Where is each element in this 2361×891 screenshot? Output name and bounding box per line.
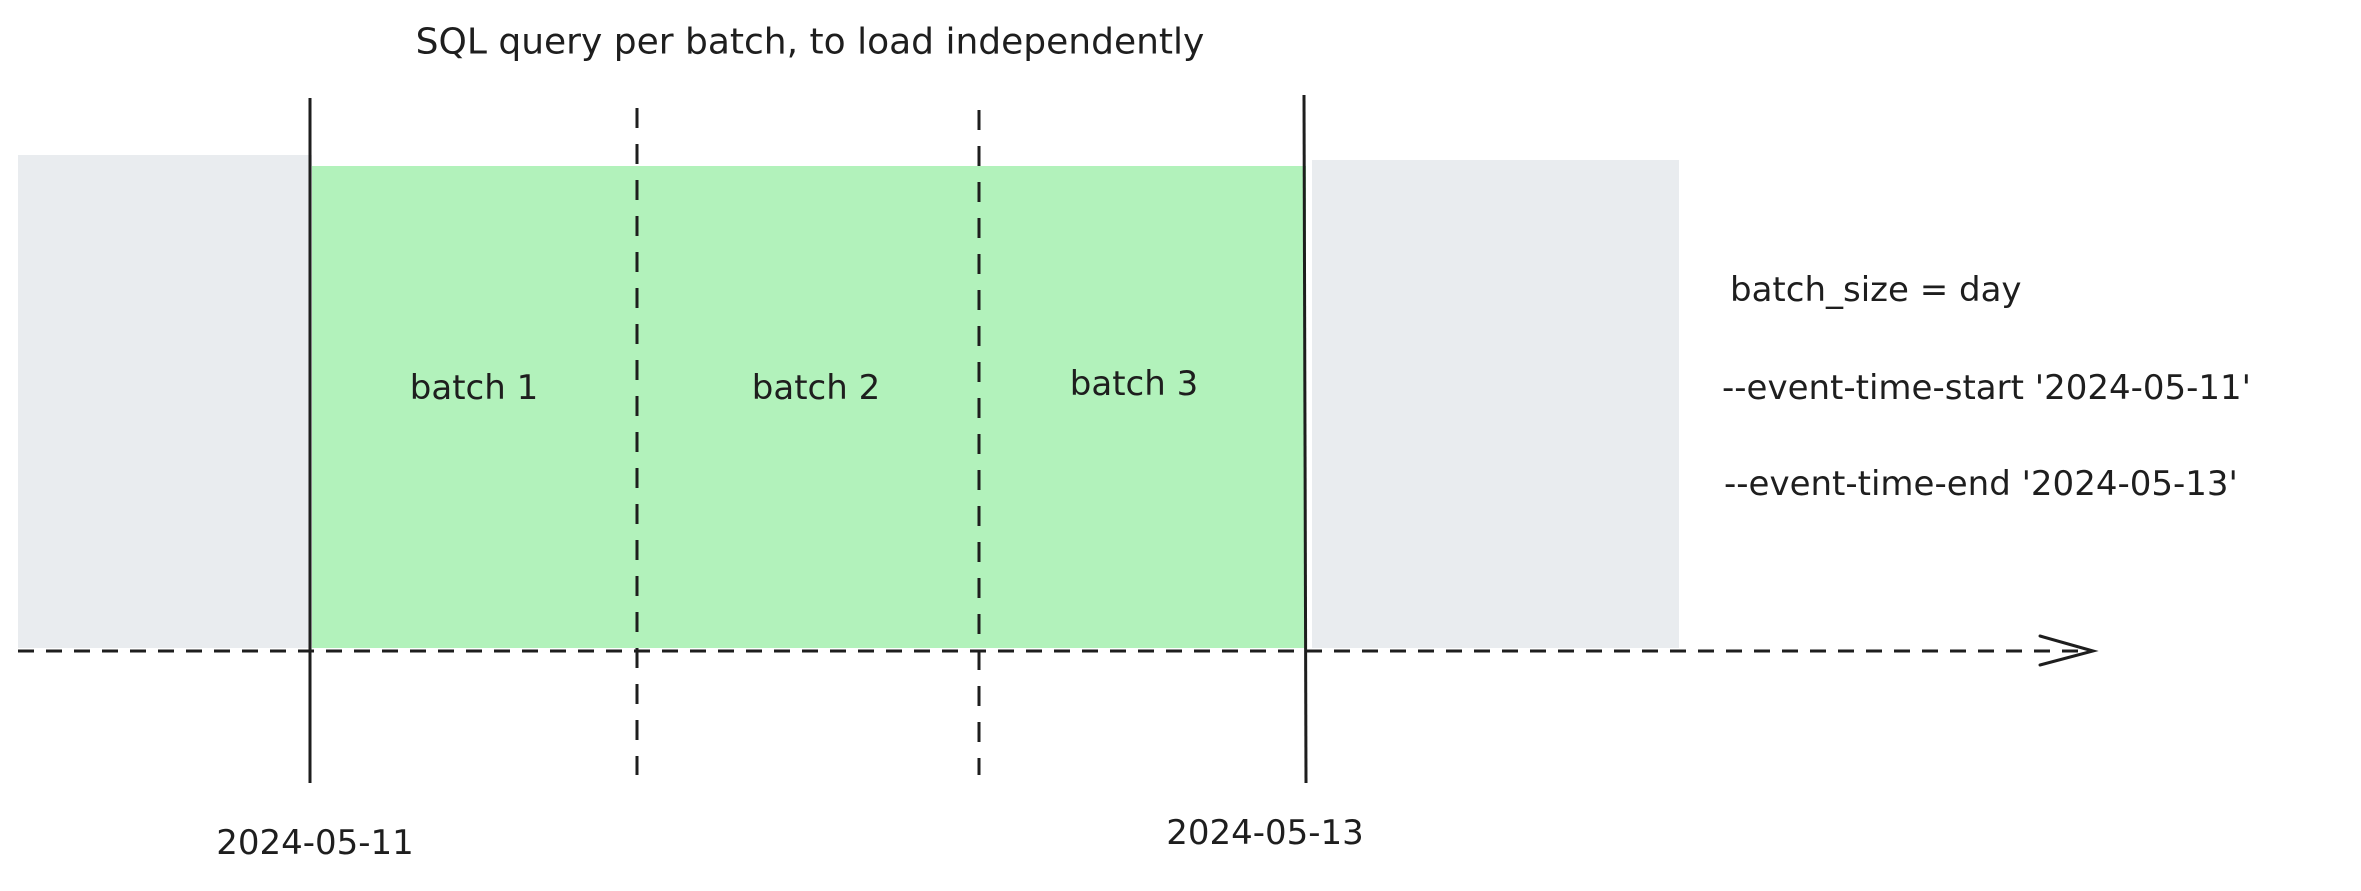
selected-range: [312, 166, 1306, 648]
batch-label-3: batch 3: [1069, 364, 1199, 404]
end-date-label: 2024-05-13: [1166, 813, 1364, 853]
diagram-title: SQL query per batch, to load independent…: [415, 21, 1205, 63]
end-boundary-line: [1302, 94, 1308, 784]
start-date-label: 2024-05-11: [216, 823, 414, 863]
event-time-end-line: --event-time-end '2024-05-13': [1724, 464, 2238, 504]
event-time-start-line: --event-time-start '2024-05-11': [1722, 368, 2252, 408]
batch-size-line: batch_size = day: [1730, 270, 2022, 310]
outside-range-left: [18, 155, 312, 648]
time-axis-arrowhead: [2038, 634, 2099, 667]
batch-label-1: batch 1: [409, 368, 539, 408]
batch-label-2: batch 2: [751, 368, 881, 408]
outside-range-right: [1312, 160, 1679, 648]
